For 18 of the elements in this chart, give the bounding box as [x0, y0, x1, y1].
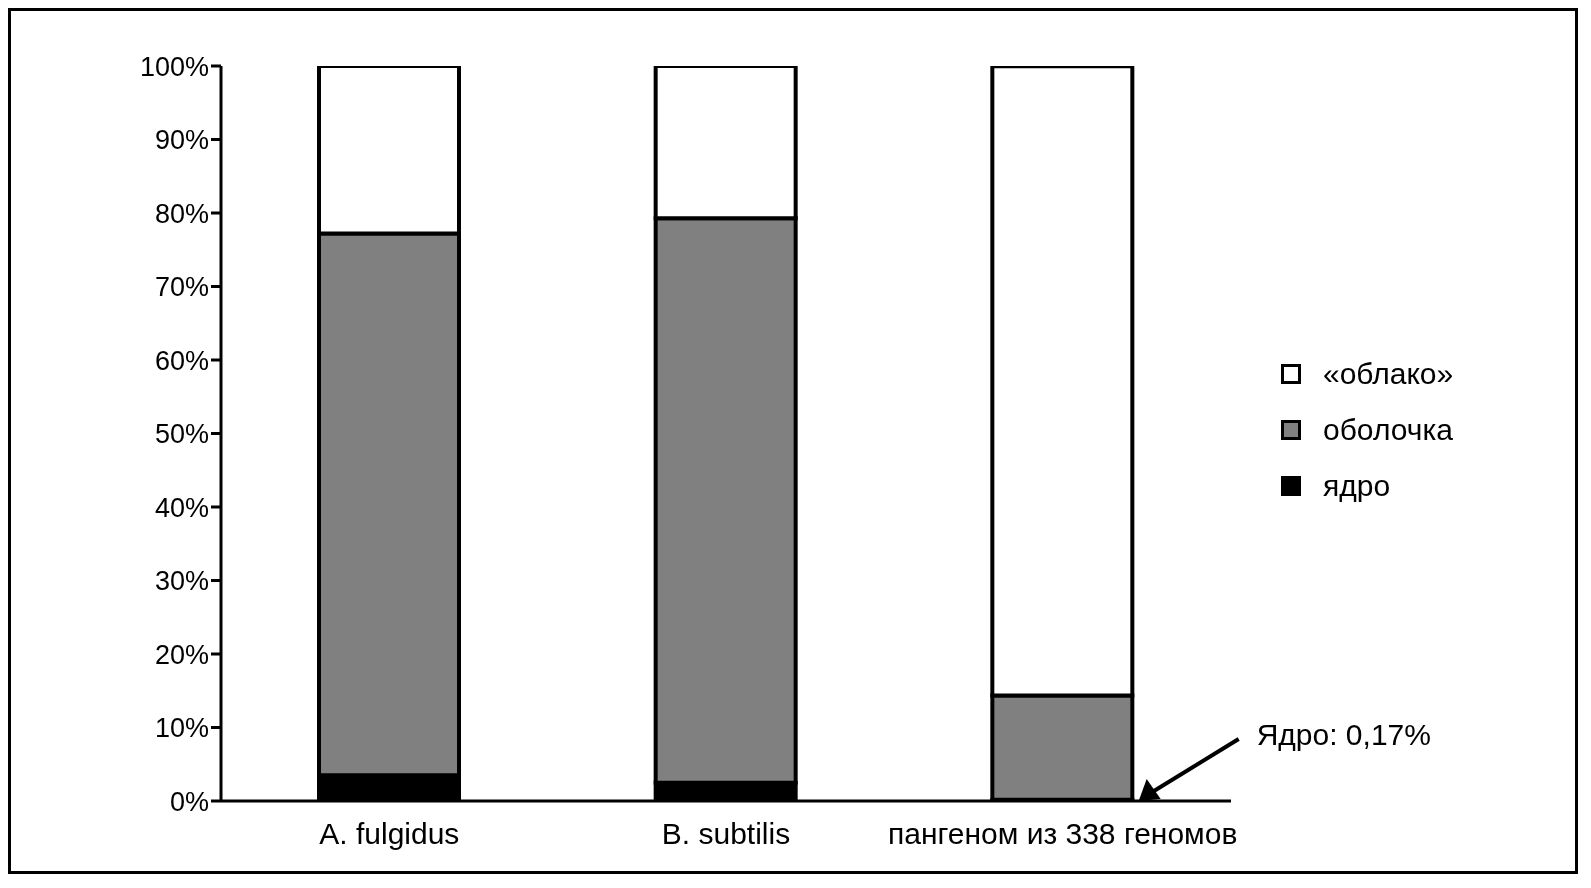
x-tick-label: B. subtilis — [661, 817, 791, 851]
y-tick-label: 70% — [154, 272, 209, 303]
y-tick-label: 50% — [154, 419, 209, 450]
x-tick-label: пангеном из 338 геномов — [887, 817, 1238, 851]
y-tick-label: 10% — [154, 713, 209, 744]
y-tick-label: 80% — [154, 198, 209, 229]
y-tick-label: 20% — [154, 639, 209, 670]
y-tick-label: 0% — [169, 786, 209, 817]
legend-label: ядро — [1323, 469, 1391, 503]
y-tick-label: 90% — [154, 125, 209, 156]
y-tick-label: 60% — [154, 345, 209, 376]
y-tick-label: 100% — [139, 51, 209, 82]
text: Ядро: 0,17% — [1256, 718, 1431, 751]
x-tick-label: A. fulgidus — [319, 817, 460, 851]
y-tick-label: 30% — [154, 566, 209, 597]
legend-label: «облако» — [1323, 357, 1454, 391]
legend-label: оболочка — [1323, 413, 1453, 447]
y-tick-label: 40% — [154, 492, 209, 523]
